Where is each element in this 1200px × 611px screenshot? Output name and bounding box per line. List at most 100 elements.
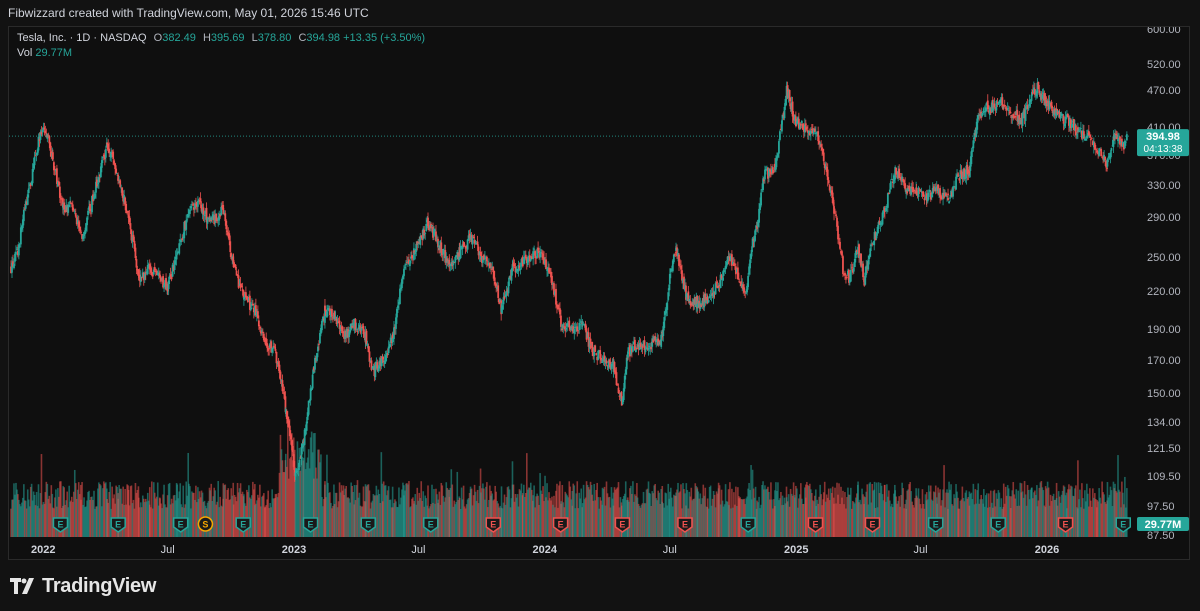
candle-body xyxy=(409,260,411,267)
volume-bar xyxy=(374,495,377,537)
volume-bar xyxy=(896,503,898,537)
candle-body xyxy=(747,276,749,288)
candle-body xyxy=(393,327,395,339)
candle-body xyxy=(760,192,762,206)
candle-body xyxy=(1071,123,1073,128)
earnings-event-marker[interactable]: E xyxy=(110,517,126,533)
volume-bar xyxy=(12,499,14,537)
candle-body xyxy=(683,276,685,289)
earnings-event-marker[interactable]: E xyxy=(302,517,319,533)
chart-panel[interactable]: 600.00520.00470.00410.00370.00330.00290.… xyxy=(8,26,1190,560)
volume-bar xyxy=(477,503,480,537)
price-chart[interactable]: 600.00520.00470.00410.00370.00330.00290.… xyxy=(9,27,1190,560)
candle-body xyxy=(786,85,789,98)
candle-body xyxy=(50,151,53,157)
candle-body xyxy=(779,131,781,140)
volume-bar xyxy=(408,481,410,537)
candle-body xyxy=(733,263,736,265)
tradingview-logo[interactable]: TradingView xyxy=(10,574,156,598)
volume-bar xyxy=(770,482,772,537)
candle-body xyxy=(303,429,306,445)
earnings-event-marker[interactable]: E xyxy=(864,517,881,533)
volume-bar xyxy=(44,492,47,537)
volume-bar xyxy=(734,504,736,537)
candle-body xyxy=(908,185,911,189)
event-marker-letter: E xyxy=(308,520,314,530)
candle-body xyxy=(901,176,904,182)
earnings-event-marker[interactable]: E xyxy=(235,517,251,533)
candle-body xyxy=(283,392,286,399)
earnings-event-marker[interactable]: E xyxy=(807,517,824,533)
candle-body xyxy=(1030,92,1033,97)
earnings-event-marker[interactable]: E xyxy=(52,517,69,533)
volume-bar xyxy=(134,483,137,537)
candle-body xyxy=(103,155,106,160)
candle-body xyxy=(23,208,26,210)
volume-bar xyxy=(915,495,918,537)
candle-body xyxy=(459,245,462,259)
candle-body xyxy=(424,232,427,234)
candle-body xyxy=(419,236,422,245)
candle-body xyxy=(831,192,834,203)
volume-bar xyxy=(396,506,398,537)
earnings-event-marker[interactable]: E xyxy=(990,517,1006,533)
candle-body xyxy=(820,144,823,147)
earnings-event-marker[interactable]: E xyxy=(927,517,944,533)
volume-bar xyxy=(1082,498,1084,537)
volume-bar xyxy=(512,484,515,537)
candle-body xyxy=(1114,133,1116,139)
candle-body xyxy=(1067,113,1069,118)
volume-bar xyxy=(957,508,960,537)
candle-body xyxy=(559,308,561,315)
earnings-event-marker[interactable]: E xyxy=(172,517,189,533)
volume-bar xyxy=(381,501,384,537)
candle-body xyxy=(330,310,332,318)
earnings-event-marker[interactable]: E xyxy=(485,517,502,533)
earnings-event-marker[interactable]: E xyxy=(423,517,439,533)
volume-bar xyxy=(455,501,458,537)
candle-body xyxy=(936,187,938,188)
candle-body xyxy=(545,259,547,270)
volume-bar xyxy=(970,492,973,537)
volume-bar xyxy=(825,494,828,537)
earnings-event-marker[interactable]: E xyxy=(740,517,756,533)
volume-bar xyxy=(906,490,908,537)
earnings-event-marker[interactable]: E xyxy=(552,517,569,533)
volume-bar xyxy=(854,503,856,537)
volume-bar xyxy=(789,488,792,537)
candle-body xyxy=(266,343,269,349)
earnings-event-marker[interactable]: E xyxy=(614,517,631,533)
candle-body xyxy=(1018,114,1021,125)
earnings-event-marker[interactable]: E xyxy=(1115,517,1132,533)
volume-bar xyxy=(94,508,96,537)
volume-bar xyxy=(655,498,657,537)
volume-bar xyxy=(133,508,136,537)
volume-bar xyxy=(678,492,680,537)
split-event-marker[interactable]: S xyxy=(197,516,214,532)
volume-bar xyxy=(294,473,297,537)
legend-volume-row: Vol 29.77M xyxy=(17,46,425,61)
volume-bar xyxy=(889,500,891,537)
volume-bar xyxy=(382,481,385,537)
volume-bar xyxy=(320,454,322,537)
candle-body xyxy=(193,207,195,210)
earnings-event-marker[interactable]: E xyxy=(1057,517,1074,533)
volume-bar xyxy=(411,498,413,537)
volume-bar xyxy=(333,504,336,537)
candle-body xyxy=(537,247,540,251)
candle-body xyxy=(289,435,292,440)
volume-bar xyxy=(321,497,323,537)
candle-body xyxy=(123,195,126,203)
volume-bar xyxy=(820,494,822,537)
candle-body xyxy=(579,324,582,326)
candle-body xyxy=(377,368,380,372)
candle-body xyxy=(335,318,338,324)
volume-bar xyxy=(587,487,590,537)
candle-body xyxy=(242,297,245,300)
volume-bar xyxy=(427,485,429,537)
volume-bar xyxy=(405,483,407,537)
earnings-event-marker[interactable]: E xyxy=(360,517,376,533)
candle-body xyxy=(578,322,581,330)
earnings-event-marker[interactable]: E xyxy=(677,517,693,533)
candle-body xyxy=(768,168,770,177)
